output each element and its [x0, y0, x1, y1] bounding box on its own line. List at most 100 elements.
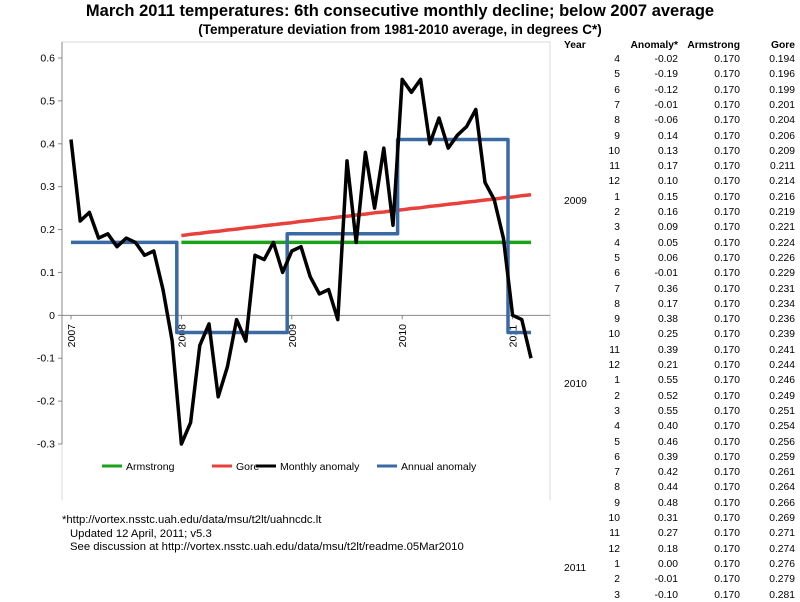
table-cell-armstrong: 0.170: [714, 421, 740, 433]
series-line-gore: [181, 193, 532, 238]
table-cell-gore: 0.269: [769, 513, 795, 524]
table-cell-month: 6: [614, 84, 620, 96]
table-cell-anomaly: -0.12: [654, 84, 678, 96]
table-cell-month: 7: [614, 283, 620, 295]
table-cell-anomaly: 0.39: [657, 451, 678, 463]
table-cell-anomaly: 0.13: [657, 145, 678, 157]
source-note-updated: Updated 12 April, 2011; v5.3: [70, 527, 212, 540]
legend-label-annual-anomaly: Annual anomaly: [401, 461, 477, 473]
table-cell-gore: 0.256: [769, 436, 795, 448]
y-tick-label: 0.2: [40, 224, 55, 236]
table-cell-gore: 0.194: [769, 54, 795, 65]
table-cell-gore: 0.241: [769, 344, 795, 356]
table-cell-armstrong: 0.170: [714, 115, 740, 127]
table-cell-gore: 0.261: [769, 467, 795, 479]
table-cell-armstrong: 0.170: [714, 405, 740, 417]
table-cell-month: 1: [614, 191, 620, 203]
table-cell-armstrong: 0.170: [714, 528, 740, 540]
table-cell-anomaly: 0.52: [657, 390, 678, 402]
table-cell-armstrong: 0.170: [714, 84, 740, 96]
table-cell-armstrong: 0.170: [714, 161, 740, 173]
table-cell-anomaly: -0.01: [654, 574, 678, 586]
y-tick-label: 0: [49, 310, 55, 322]
table-cell-gore: 0.279: [769, 574, 795, 586]
table-cell-anomaly: 0.48: [657, 497, 678, 509]
table-cell-month: 4: [614, 237, 620, 249]
series-line-annual-anomaly: [71, 137, 531, 335]
table-cell-armstrong: 0.170: [714, 543, 740, 555]
table-cell-armstrong: 0.170: [714, 268, 740, 280]
table-cell-armstrong: 0.170: [714, 252, 740, 264]
table-cell-month: 12: [608, 176, 620, 188]
table-cell-gore: 0.244: [769, 360, 795, 371]
y-tick-label: 0.5: [40, 95, 55, 107]
table-cell-month: 3: [614, 589, 620, 601]
table-cell-month: 11: [609, 528, 620, 540]
table-cell-anomaly: 0.15: [657, 191, 678, 203]
x-tick-label: 2009: [287, 324, 299, 348]
table-cell-month: 7: [614, 99, 620, 111]
table-cell-armstrong: 0.170: [714, 237, 740, 249]
table-cell-month: 2: [614, 390, 620, 402]
table-cell-anomaly: 0.38: [657, 314, 678, 326]
source-note-discussion[interactable]: See discussion at http://vortex.nsstc.ua…: [70, 541, 464, 554]
table-cell-gore: 0.229: [769, 268, 795, 280]
table-cell-month: 7: [614, 467, 620, 479]
table-cell-gore: 0.211: [769, 161, 795, 173]
x-tick-label: 2011: [508, 325, 520, 348]
table-cell-month: 9: [614, 497, 620, 509]
table-cell-month: 3: [614, 222, 620, 234]
table-cell-gore: 0.199: [769, 84, 795, 96]
table-cell-gore: 0.236: [769, 314, 795, 326]
table-cell-gore: 0.224: [769, 237, 795, 249]
table-cell-armstrong: 0.170: [714, 451, 740, 463]
table-cell-armstrong: 0.170: [714, 191, 740, 203]
table-cell-gore: 0.214: [769, 176, 795, 188]
table-cell-year: 2010: [564, 379, 587, 391]
table-cell-armstrong: 0.170: [714, 574, 740, 586]
table-cell-month: 9: [614, 130, 620, 142]
table-cell-gore: 0.234: [769, 298, 795, 310]
table-cell-anomaly: 0.06: [657, 252, 678, 264]
table-cell-gore: 0.259: [769, 451, 795, 463]
legend-label-monthly-anomaly: Monthly anomaly: [280, 461, 360, 473]
table-cell-gore: 0.216: [769, 191, 795, 203]
legend-label-gore: Gore: [236, 461, 260, 473]
table-cell-month: 2: [614, 574, 620, 586]
table-cell-month: 9: [614, 314, 620, 326]
y-tick-label: -0.1: [37, 353, 55, 365]
x-tick-label: 2007: [66, 324, 78, 348]
table-cell-month: 12: [608, 360, 620, 371]
table-cell-gore: 0.219: [769, 207, 795, 218]
table-cell-anomaly: 0.27: [657, 528, 678, 540]
table-cell-gore: 0.196: [769, 69, 795, 81]
table-cell-anomaly: -0.01: [654, 268, 678, 280]
table-cell-gore: 0.276: [769, 558, 795, 570]
y-tick-label: 0.3: [40, 181, 55, 193]
table-cell-gore: 0.251: [769, 405, 795, 417]
table-cell-armstrong: 0.170: [714, 54, 740, 65]
table-cell-year: 2011: [564, 562, 587, 574]
table-cell-month: 8: [614, 115, 620, 127]
x-tick-label: 2008: [176, 324, 188, 348]
table-cell-month: 2: [614, 207, 620, 218]
table-cell-anomaly: 0.42: [657, 467, 678, 479]
table-cell-month: 11: [609, 344, 620, 356]
y-tick-label: 0.1: [40, 267, 55, 279]
source-note-url[interactable]: *http://vortex.nsstc.uah.edu/data/msu/t2…: [62, 514, 322, 526]
y-tick-label: 0.6: [40, 53, 55, 65]
table-cell-armstrong: 0.170: [714, 589, 740, 601]
table-cell-gore: 0.281: [769, 589, 795, 601]
table-cell-gore: 0.254: [769, 421, 795, 433]
table-header-year: Year: [564, 40, 586, 51]
table-cell-anomaly: 0.44: [657, 482, 678, 494]
table-cell-armstrong: 0.170: [714, 283, 740, 295]
table-cell-month: 8: [614, 482, 620, 494]
table-cell-month: 8: [614, 298, 620, 310]
table-cell-armstrong: 0.170: [714, 130, 740, 142]
table-cell-anomaly: 0.10: [657, 176, 678, 188]
table-cell-armstrong: 0.170: [714, 176, 740, 188]
table-cell-armstrong: 0.170: [714, 482, 740, 494]
table-cell-month: 10: [608, 145, 620, 157]
table-cell-anomaly: 0.31: [657, 513, 678, 524]
